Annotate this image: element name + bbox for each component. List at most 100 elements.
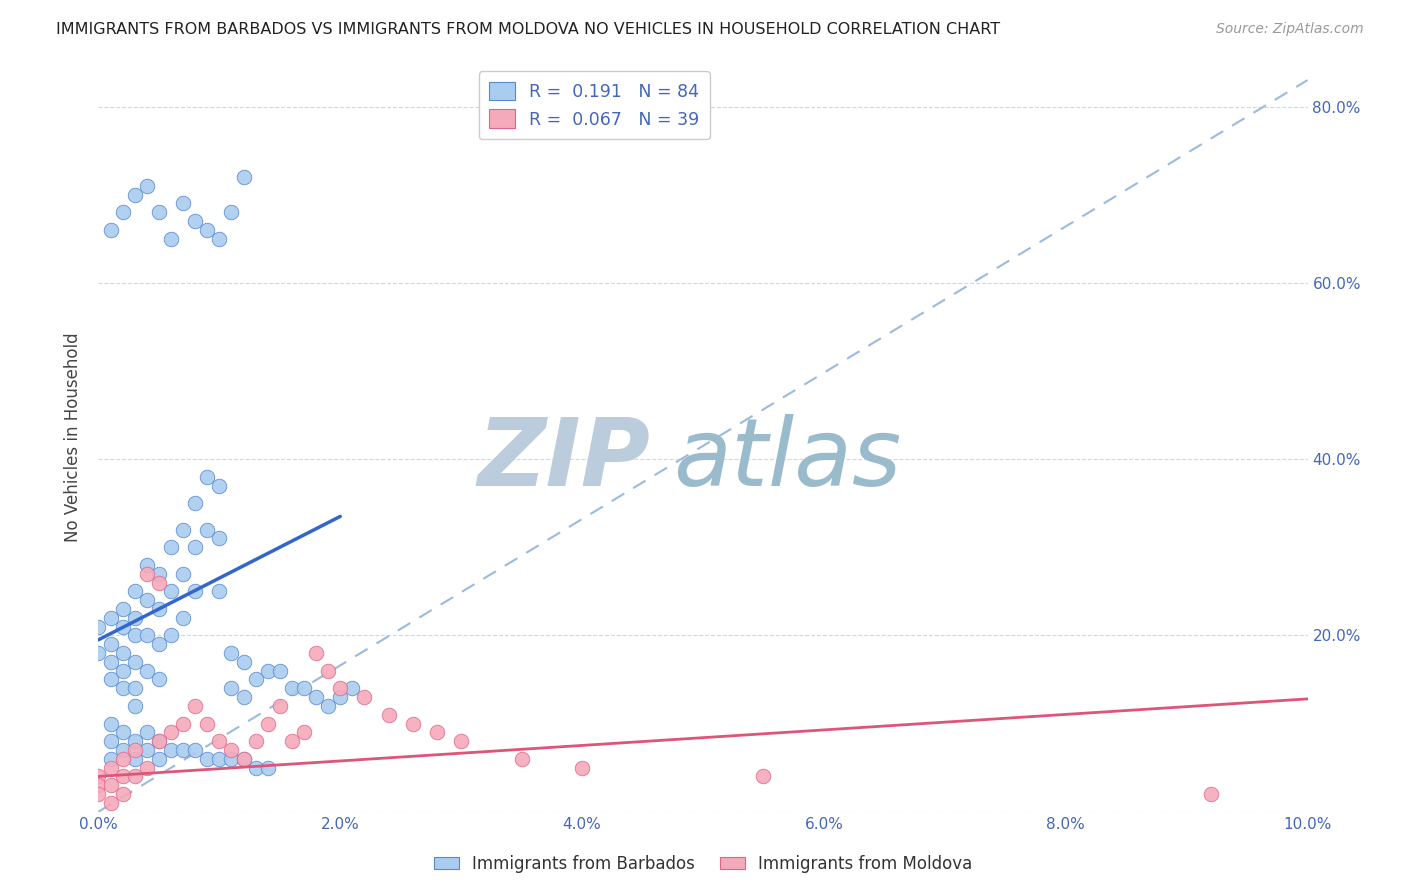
Point xyxy=(100,611,122,625)
Point xyxy=(160,725,183,739)
Point xyxy=(316,664,339,678)
Point xyxy=(124,752,146,766)
Point xyxy=(87,646,110,660)
Point xyxy=(256,761,278,775)
Text: Source: ZipAtlas.com: Source: ZipAtlas.com xyxy=(1216,22,1364,37)
Point xyxy=(111,743,134,757)
Point xyxy=(160,232,183,246)
Point xyxy=(316,698,339,713)
Point xyxy=(124,611,146,625)
Y-axis label: No Vehicles in Household: No Vehicles in Household xyxy=(65,332,83,542)
Point xyxy=(342,681,364,696)
Point xyxy=(256,716,278,731)
Point xyxy=(184,584,207,599)
Point xyxy=(184,214,207,228)
Point xyxy=(232,752,254,766)
Point xyxy=(1199,787,1222,801)
Point xyxy=(124,734,146,748)
Text: atlas: atlas xyxy=(673,414,901,505)
Point xyxy=(148,602,170,616)
Point xyxy=(184,743,207,757)
Point xyxy=(232,655,254,669)
Point xyxy=(160,584,183,599)
Point xyxy=(100,734,122,748)
Point xyxy=(292,681,315,696)
Point xyxy=(305,690,328,705)
Point xyxy=(269,698,291,713)
Point xyxy=(135,725,157,739)
Point xyxy=(172,566,194,581)
Point xyxy=(245,734,267,748)
Point xyxy=(208,232,231,246)
Point xyxy=(100,223,122,237)
Point xyxy=(426,725,449,739)
Point xyxy=(135,566,157,581)
Point xyxy=(208,478,231,492)
Point xyxy=(195,716,218,731)
Point xyxy=(221,205,243,219)
Point xyxy=(195,469,218,483)
Point xyxy=(172,716,194,731)
Point xyxy=(402,716,425,731)
Point xyxy=(111,681,134,696)
Point xyxy=(571,761,593,775)
Point xyxy=(135,743,157,757)
Point xyxy=(256,664,278,678)
Point xyxy=(111,769,134,783)
Point xyxy=(221,646,243,660)
Point xyxy=(232,690,254,705)
Point xyxy=(232,752,254,766)
Point xyxy=(208,734,231,748)
Point xyxy=(111,205,134,219)
Point xyxy=(269,664,291,678)
Point xyxy=(100,778,122,792)
Point xyxy=(111,619,134,633)
Point xyxy=(245,673,267,687)
Point xyxy=(148,673,170,687)
Point xyxy=(184,541,207,555)
Point xyxy=(208,532,231,546)
Point xyxy=(184,496,207,510)
Point xyxy=(100,752,122,766)
Point xyxy=(148,637,170,651)
Point xyxy=(329,681,352,696)
Point xyxy=(100,637,122,651)
Point xyxy=(124,584,146,599)
Point xyxy=(208,752,231,766)
Point xyxy=(124,743,146,757)
Point xyxy=(100,761,122,775)
Point xyxy=(510,752,533,766)
Point xyxy=(450,734,472,748)
Text: ZIP: ZIP xyxy=(478,414,651,506)
Point xyxy=(221,752,243,766)
Point xyxy=(305,646,328,660)
Point xyxy=(87,778,110,792)
Legend: Immigrants from Barbados, Immigrants from Moldova: Immigrants from Barbados, Immigrants fro… xyxy=(427,848,979,880)
Point xyxy=(195,752,218,766)
Point xyxy=(124,187,146,202)
Point xyxy=(87,787,110,801)
Point xyxy=(221,743,243,757)
Point xyxy=(160,541,183,555)
Point xyxy=(100,673,122,687)
Point xyxy=(172,611,194,625)
Point xyxy=(111,725,134,739)
Point xyxy=(377,707,399,722)
Point xyxy=(135,761,157,775)
Point xyxy=(160,743,183,757)
Point xyxy=(148,566,170,581)
Point xyxy=(148,734,170,748)
Point xyxy=(124,769,146,783)
Point xyxy=(100,655,122,669)
Point xyxy=(135,628,157,642)
Point xyxy=(232,169,254,184)
Point xyxy=(124,698,146,713)
Point xyxy=(160,628,183,642)
Legend: R =  0.191   N = 84, R =  0.067   N = 39: R = 0.191 N = 84, R = 0.067 N = 39 xyxy=(478,71,710,139)
Point xyxy=(135,664,157,678)
Point xyxy=(208,584,231,599)
Point xyxy=(111,664,134,678)
Point xyxy=(124,628,146,642)
Point xyxy=(87,619,110,633)
Point xyxy=(135,558,157,572)
